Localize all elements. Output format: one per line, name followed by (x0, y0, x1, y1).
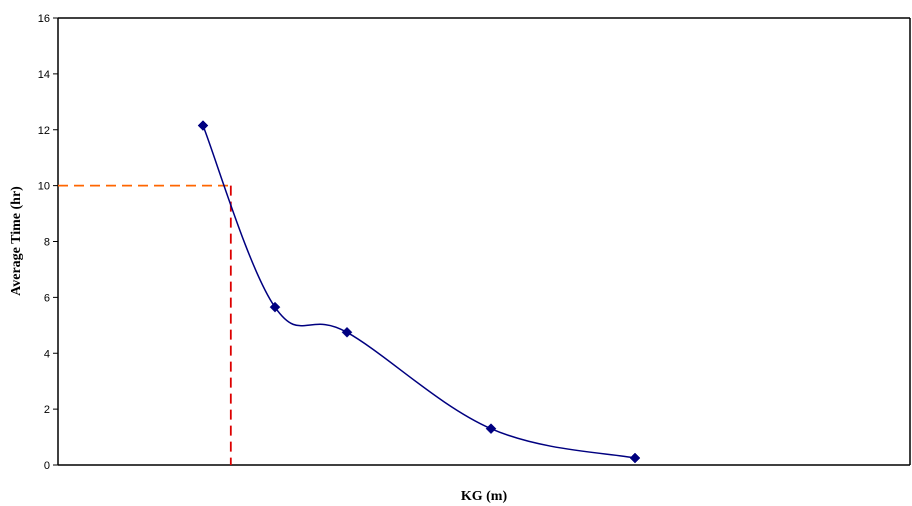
y-tick-label: 8 (44, 237, 50, 249)
y-tick-label: 6 (44, 292, 50, 304)
plot-area (58, 18, 910, 465)
axes-layer: 0 2 4 6 8 10 12 14 16 (38, 13, 911, 472)
data-point-marker (269, 301, 281, 313)
x-axis-title: KG (m) (461, 489, 508, 504)
series-line (202, 125, 636, 459)
y-tick-label: 10 (38, 181, 50, 193)
y-tick-label: 14 (38, 69, 50, 81)
data-point-marker (341, 326, 353, 338)
y-tick-label: 16 (38, 13, 50, 25)
reference-lines-layer (58, 184, 232, 465)
y-tick-label: 0 (44, 460, 50, 472)
data-point-marker (485, 423, 497, 435)
markers-layer (197, 120, 641, 464)
data-point-marker (197, 120, 209, 131)
y-tick-label: 4 (44, 348, 50, 360)
y-axis-title: Average Time (hr) (9, 186, 24, 296)
data-point-marker (629, 452, 641, 464)
y-tick-label: 12 (38, 125, 50, 137)
series-layer (202, 125, 636, 459)
y-tick-label: 2 (44, 404, 50, 416)
